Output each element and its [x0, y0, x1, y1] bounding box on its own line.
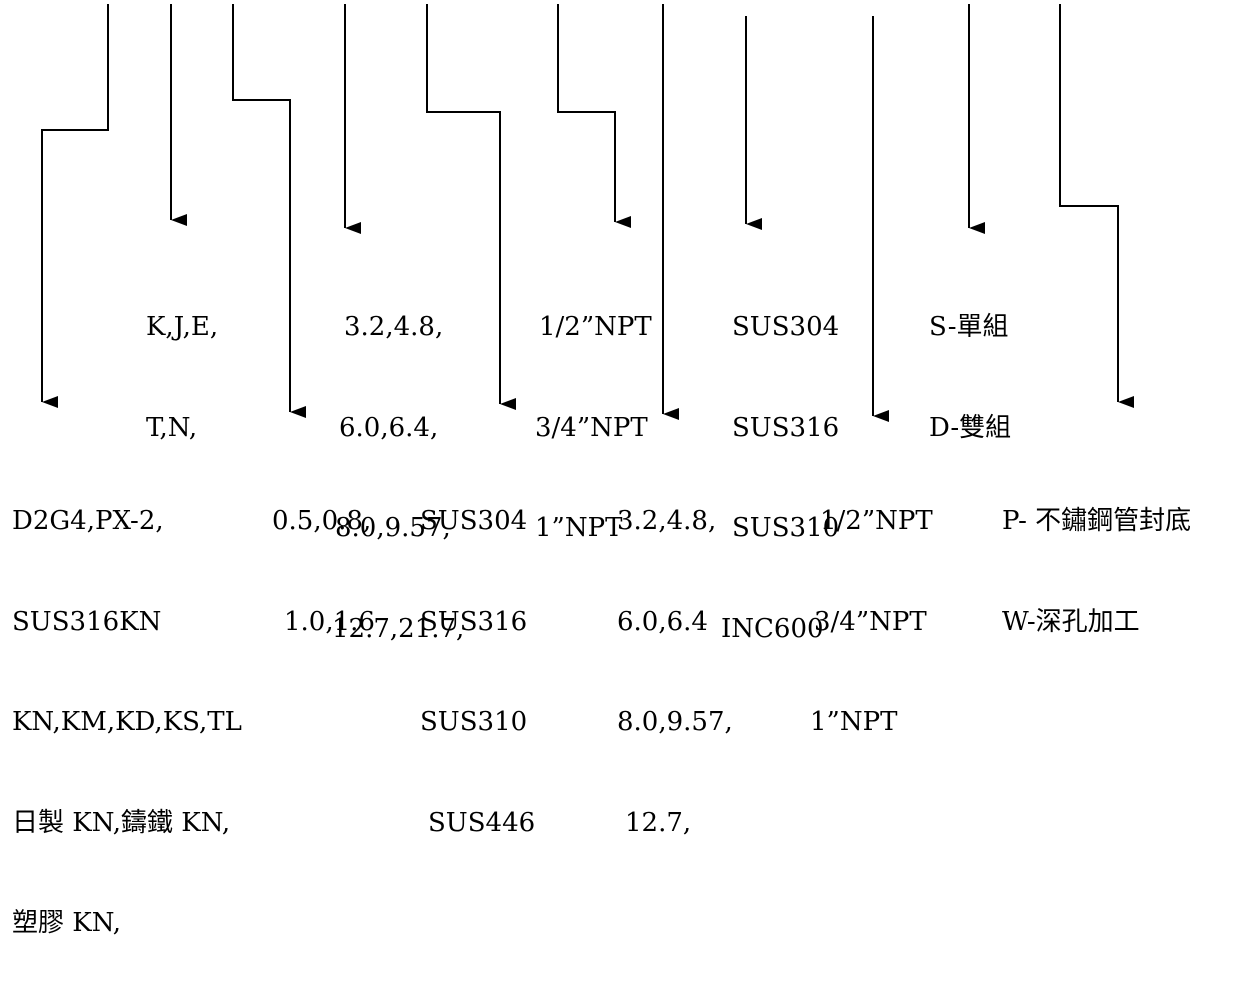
thread-size-options: 1/2”NPT 3/4”NPT 1”NPT: [535, 244, 652, 613]
option-text: P- 不鏽鋼管封底: [1002, 506, 1192, 536]
element-count-options: S-單組 D-雙組: [929, 244, 1011, 512]
sheath-diameter-options: 3.2,4.8, 6.0,6.4, 8.0,9.57, 12.7,21.7,: [332, 244, 464, 713]
option-text: 塑膠 KN,: [12, 908, 122, 938]
head-type-options: D2G4,PX-2, SUS316KN KN,KM,KD,KS,TL 日製 KN…: [12, 438, 242, 1008]
option-text: 3/4”NPT: [535, 412, 648, 443]
option-text: 0.5,0.8,: [272, 506, 372, 536]
option-text: W-深孔加工: [1002, 606, 1140, 637]
connector-tip-type: [1059, 4, 1134, 408]
option-text: 12.7,21.7,: [332, 613, 465, 644]
thermocouple-type-options: K,J,E, T,N,: [146, 244, 218, 512]
fitting-material-options: SUS304 SUS316 SUS310 INC600: [721, 244, 839, 713]
option-text: 8.0,9.57,: [335, 513, 451, 543]
option-text: D-雙組: [929, 412, 1012, 443]
option-text: 3.2,4.8,: [344, 312, 444, 342]
head-thread-options: 1/2”NPT 3/4”NPT 1”NPT: [810, 438, 933, 807]
option-text: SUS304: [732, 312, 840, 342]
option-text: KN,KM,KD,KS,TL: [12, 707, 242, 737]
option-text: 3/4”NPT: [814, 606, 927, 637]
option-text: 3.2,4.8,: [617, 506, 717, 536]
option-text: S-單組: [929, 312, 1009, 342]
option-text: 1.0,1.6: [284, 606, 375, 637]
option-text: SUS304: [420, 506, 528, 536]
sheath-material-options: SUS304 SUS316 SUS310 SUS446: [420, 438, 535, 907]
option-text: 1/2”NPT: [820, 506, 933, 536]
option-text: SUS316KN: [12, 606, 162, 637]
connector-lines: [41, 4, 1134, 422]
tip-type-options: P- 不鏽鋼管封底 W-深孔加工: [1002, 438, 1191, 706]
option-text: 6.0,6.4,: [339, 412, 439, 443]
option-text: T,N,: [146, 412, 198, 443]
option-text: 12.7,: [625, 807, 692, 838]
option-text: INC600: [721, 613, 824, 644]
option-text: D2G4,PX-2,: [12, 506, 164, 536]
option-text: 日製 KN,鑄鐵 KN,: [12, 807, 231, 838]
option-text: 1/2”NPT: [539, 312, 652, 342]
option-text: SUS310: [420, 707, 528, 737]
option-text: 6.0,6.4: [617, 606, 708, 637]
model-code-diagram: K,J,E, T,N, 3.2,4.8, 6.0,6.4, 8.0,9.57, …: [12, 4, 1191, 938]
option-text: SUS316: [420, 606, 528, 637]
connector-wire-diameter: [232, 4, 306, 418]
option-text: SUS310: [732, 513, 840, 543]
option-text: SUS316: [732, 412, 840, 443]
wire-diameter-options: 0.5,0.8, 1.0,1.6: [272, 438, 375, 706]
connector-head-type: [41, 4, 109, 408]
option-text: 1”NPT: [810, 707, 898, 737]
connector-sheath-material: [426, 4, 516, 410]
option-text: K,J,E,: [146, 312, 219, 342]
option-text: SUS446: [428, 807, 536, 838]
option-text: 8.0,9.57,: [617, 707, 733, 737]
option-text: 1”NPT: [535, 513, 623, 543]
connector-thread-size: [557, 4, 631, 228]
protection-tube-diameter-options: 3.2,4.8, 6.0,6.4 8.0,9.57, 12.7,: [617, 438, 733, 907]
